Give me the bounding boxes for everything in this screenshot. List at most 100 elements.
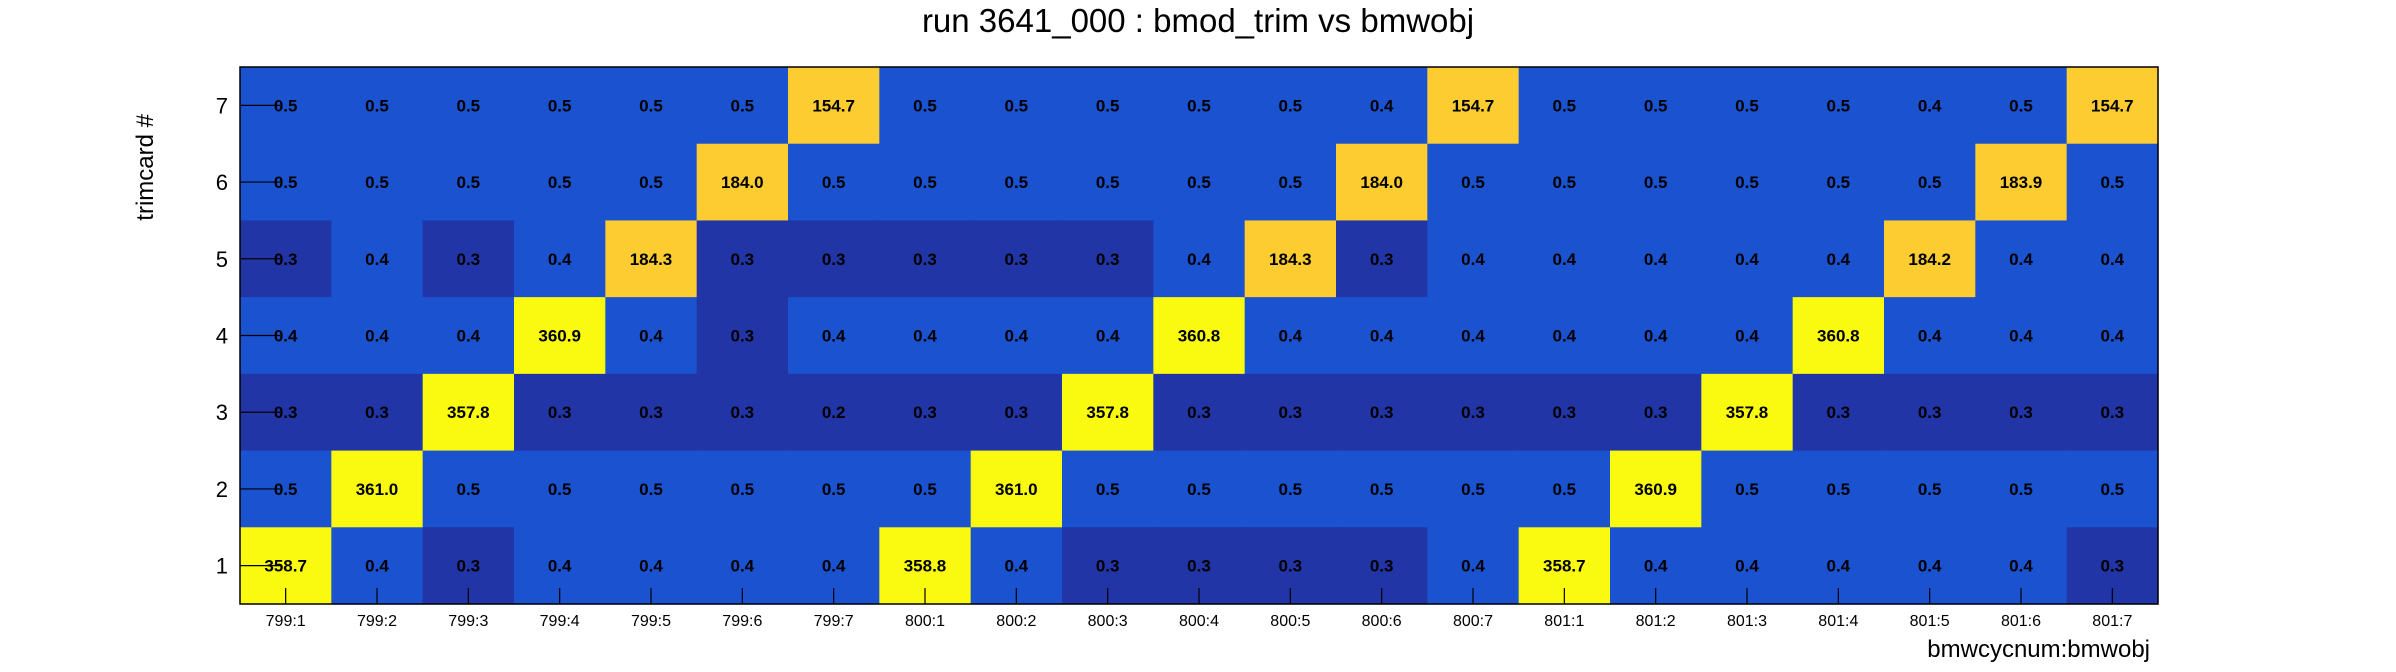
- cell-value-label: 0.5: [548, 480, 572, 499]
- x-tick-label: 800:2: [996, 613, 1036, 630]
- heatmap-cell: [1336, 67, 1428, 145]
- cell-value-label: 0.3: [1005, 250, 1029, 269]
- heatmap-cell: [1701, 450, 1794, 528]
- cell-value-label: 0.3: [913, 250, 937, 269]
- cell-value-label: 0.5: [1735, 96, 1759, 115]
- cell-value-label: 0.5: [1735, 173, 1759, 192]
- cell-value-label: 184.3: [630, 250, 673, 269]
- cell-value-label: 0.5: [365, 173, 389, 192]
- cell-value-label: 0.5: [639, 173, 663, 192]
- heatmap-cell: [1701, 220, 1794, 298]
- heatmap-cell: [1884, 450, 1976, 528]
- chart-title: run 3641_000 : bmod_trim vs bmwobj: [921, 2, 1475, 39]
- heatmap-cell: [1518, 373, 1611, 452]
- cell-value-label: 0.4: [1461, 327, 1485, 346]
- cell-value-label: 0.3: [1187, 557, 1211, 576]
- heatmap-cell: [1244, 373, 1337, 452]
- cell-value-label: 0.4: [2101, 250, 2125, 269]
- heatmap-cell: [970, 143, 1063, 222]
- cell-value-label: 0.5: [457, 480, 481, 499]
- heatmap-cell: [1884, 297, 1976, 375]
- cell-value-label: 0.3: [1005, 403, 1029, 422]
- heatmap-cell: [1062, 450, 1154, 528]
- cell-value-label: 0.5: [457, 173, 481, 192]
- cell-value-label: 0.4: [1918, 96, 1942, 115]
- cell-value-label: 0.4: [1005, 557, 1029, 576]
- cell-value-label: 184.2: [1908, 250, 1951, 269]
- cell-value-label: 358.7: [264, 557, 307, 576]
- heatmap-cell: [1427, 373, 1520, 452]
- cell-value-label: 0.5: [548, 173, 572, 192]
- heatmap-cell: [1610, 143, 1702, 222]
- y-axis: 7 6 5 4 3 2 1: [216, 93, 280, 579]
- heatmap-cell: [1153, 143, 1246, 222]
- heatmap-cell: [1610, 67, 1702, 145]
- cell-value-label: 0.5: [639, 96, 663, 115]
- heatmap-cell: [970, 220, 1063, 298]
- heatmap-cell: [1244, 220, 1337, 298]
- heatmap-cell: [788, 220, 880, 298]
- cell-value-label: 154.7: [1452, 96, 1495, 115]
- heatmap-cell: [2066, 220, 2159, 298]
- cell-value-label: 0.5: [1827, 173, 1851, 192]
- heatmap-cell: [1518, 220, 1611, 298]
- heatmap-cell: [1792, 143, 1885, 222]
- heatmap-cell: [1792, 373, 1885, 452]
- heatmap-cell: [1518, 143, 1611, 222]
- cell-value-label: 0.5: [1827, 96, 1851, 115]
- x-axis-title: bmwcycnum:bmwobj: [1927, 636, 2150, 663]
- heatmap-cell: [1244, 67, 1337, 145]
- cell-value-label: 0.3: [1370, 403, 1394, 422]
- cell-value-label: 0.4: [1279, 327, 1303, 346]
- cell-value-label: 0.4: [822, 557, 846, 576]
- cell-value-label: 0.5: [822, 480, 846, 499]
- cell-value-label: 0.3: [274, 250, 298, 269]
- cell-value-label: 0.5: [548, 96, 572, 115]
- heatmap-cell: [331, 297, 424, 375]
- cell-value-label: 0.3: [1096, 250, 1120, 269]
- cell-value-label: 0.3: [1096, 557, 1120, 576]
- cell-value-label: 0.5: [274, 96, 298, 115]
- heatmap-cell: [1336, 450, 1428, 528]
- cell-value-label: 0.4: [1735, 557, 1759, 576]
- cell-value-label: 0.4: [2009, 327, 2033, 346]
- heatmap-cell: [422, 450, 515, 528]
- heatmap-cell: [2066, 297, 2159, 375]
- heatmap-cell: [696, 297, 789, 375]
- heatmap-cell: [1610, 450, 1702, 528]
- cell-value-label: 183.9: [2000, 173, 2043, 192]
- heatmap-cell: [1244, 297, 1337, 375]
- cell-value-label: 0.3: [2101, 557, 2125, 576]
- heatmap-cell: [1518, 67, 1611, 145]
- x-tick-label: 801:4: [1818, 613, 1858, 630]
- cell-value-label: 0.5: [913, 96, 937, 115]
- heatmap-cell: [331, 450, 424, 528]
- heatmap-cell: [514, 220, 606, 298]
- heatmap-cell: [422, 373, 515, 452]
- heatmap-cell: [1153, 220, 1246, 298]
- heatmap-cell: [1336, 373, 1428, 452]
- heatmap-cell: [422, 220, 515, 298]
- cell-value-label: 357.8: [1726, 403, 1769, 422]
- heatmap-cell: [1884, 67, 1976, 145]
- heatmap-cell: [970, 67, 1063, 145]
- cell-value-label: 0.3: [639, 403, 663, 422]
- cell-value-label: 154.7: [812, 96, 855, 115]
- cell-value-label: 360.8: [1178, 327, 1221, 346]
- cell-value-label: 0.5: [1553, 480, 1577, 499]
- heatmap-cell: [605, 297, 698, 375]
- y-tick-label: 7: [216, 93, 228, 118]
- x-tick-label: 801:2: [1636, 613, 1676, 630]
- cell-value-label: 0.5: [1279, 96, 1303, 115]
- cell-value-label: 0.4: [2009, 557, 2033, 576]
- heatmap-cell: [1975, 297, 2068, 375]
- cell-value-label: 357.8: [447, 403, 490, 422]
- cell-value-label: 0.5: [1187, 480, 1211, 499]
- y-tick-label: 1: [216, 554, 228, 579]
- cell-value-label: 0.4: [1096, 327, 1120, 346]
- cell-value-label: 0.5: [1096, 480, 1120, 499]
- heatmap-cell: [1336, 220, 1428, 298]
- x-tick-label: 800:6: [1362, 613, 1402, 630]
- heatmap-cells: [240, 67, 2159, 605]
- cell-value-label: 0.4: [548, 250, 572, 269]
